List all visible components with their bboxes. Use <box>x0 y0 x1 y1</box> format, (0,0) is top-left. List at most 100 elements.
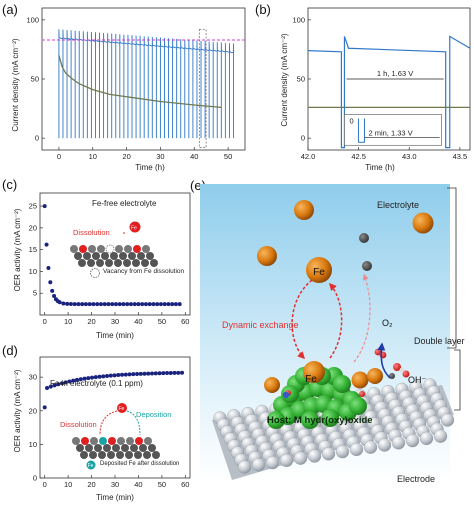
electrode-atom <box>251 458 266 472</box>
chart-d-point <box>165 371 170 376</box>
chart-b-inset-zero: 0 <box>349 117 353 126</box>
host-atom <box>267 411 285 429</box>
chart-c-point <box>125 302 130 307</box>
label-double-layer-text: Double layer <box>414 336 465 346</box>
chart-d-inset-lattice-atom <box>152 451 160 459</box>
chart-a-xtick-label: 30 <box>156 152 164 161</box>
chart-c-point <box>102 302 107 307</box>
chart-c-title: Fe-free electrolyte <box>92 199 157 208</box>
chart-c-point <box>106 302 111 307</box>
chart-a-xtick-label: 50 <box>224 152 232 161</box>
chart-a-ytick-label: 100 <box>26 15 39 24</box>
chart-c-inset-lattice-atom <box>110 252 118 260</box>
panel-a-label: (a) <box>2 2 18 17</box>
inset-d-deposited-label: Deposited Fe after dissolution <box>100 461 179 467</box>
electrode-atom <box>419 431 434 446</box>
chart-c-ylabel: OER activity (mA cm⁻²) <box>13 208 22 291</box>
chart-b-ytick-label: 50 <box>297 75 305 84</box>
ion-sphere <box>359 233 369 243</box>
chart-c-point <box>128 302 133 307</box>
chart-d-inset-lattice-atom <box>121 444 129 452</box>
chart-c-point <box>158 302 163 307</box>
chart-b-annotation-2min: 2 min, 1.33 V <box>368 128 412 137</box>
chart-c-inset-lattice-atom <box>114 259 122 267</box>
chart-d-point <box>108 373 113 378</box>
chart-d-point <box>48 384 53 389</box>
electrode-atom <box>293 451 308 465</box>
electrode-atom <box>433 429 448 443</box>
oxygen-atom <box>402 370 410 378</box>
label-double-layer: Double layer <box>414 336 465 346</box>
label-dynamic-exchange: Dynamic exchange <box>222 320 299 330</box>
chart-a-xtick-label: 20 <box>122 152 130 161</box>
panel-b-label: (b) <box>255 2 271 17</box>
chart-b-xtick-label: 42.5 <box>351 152 366 161</box>
chart-c-point <box>80 302 85 307</box>
inset-c-vacancy: Vacancy from Fe dissolution <box>103 268 185 275</box>
chart-c-ytick-label: 5 <box>33 289 37 298</box>
chart-d-point <box>150 371 155 376</box>
chart-a-xlabel: Time (h) <box>135 163 165 172</box>
chart-c-inset-fe-atom <box>105 244 115 254</box>
chart-c-point <box>50 288 55 293</box>
chart-b-xlabel: Time (h) <box>365 163 395 172</box>
chart-d-inset-lattice-atom <box>126 437 134 445</box>
chart-c-inset-lattice-atom <box>87 259 95 267</box>
chart-c-point <box>48 280 53 285</box>
oxygen-evolution-arrow <box>377 342 391 379</box>
chart-c-point <box>76 302 81 307</box>
chart-d-inset-lattice-atom <box>107 451 115 459</box>
chart-c-point <box>113 302 118 307</box>
chart-c-point <box>57 300 62 305</box>
chart-d-inset-lattice-atom <box>99 437 107 445</box>
chart-c-point <box>46 266 51 271</box>
chart-c-ytick-label: 20 <box>29 223 37 232</box>
chart-d-point <box>146 371 151 376</box>
chart-d-inset-lattice-atom <box>72 437 80 445</box>
hydroxide-atom <box>282 391 290 399</box>
chart-c-point <box>147 302 152 307</box>
chart-d-point <box>56 382 61 387</box>
chart-c-inset-lattice-atom <box>142 245 150 253</box>
chart-d-xtick-label: 30 <box>111 480 119 489</box>
chart-c-inset-fe-atom <box>79 245 87 253</box>
chart-d-point <box>153 371 158 376</box>
chart-d-point <box>78 377 83 382</box>
chart-b-ytick-label: 100 <box>292 15 305 24</box>
chart-c-inset-lattice-atom <box>101 252 109 260</box>
exchange-arrow-up <box>329 282 343 359</box>
vacancy-icon <box>90 268 100 278</box>
chart-d-inset-lattice-atom <box>148 444 156 452</box>
chart-a-series-pulses <box>58 29 235 139</box>
fe-ion <box>306 257 332 283</box>
inset-d-fe-2: Fe <box>88 463 94 469</box>
chart-c-xtick-label: 0 <box>43 317 47 326</box>
chart-d-inset-lattice-atom <box>134 451 142 459</box>
chart-d-point <box>101 374 106 379</box>
chart-c-inset-lattice-atom <box>105 259 113 267</box>
chart-b-xtick-label: 43.0 <box>402 152 417 161</box>
chart-d-point <box>123 372 128 377</box>
chart-c-inset-lattice-atom <box>132 259 140 267</box>
chart-c-inset-lattice-atom <box>141 259 149 267</box>
chart-c-point <box>42 204 47 209</box>
electrode-atom <box>377 438 392 452</box>
chart-d-point <box>63 380 68 385</box>
chart-d-ylabel: OER activity (mA cm⁻²) <box>13 369 22 452</box>
electrode-atom <box>391 436 406 450</box>
chart-c-xtick-label: 30 <box>111 317 119 326</box>
oxygen-atom <box>359 391 365 397</box>
chart-d-inset-lattice-atom <box>116 451 124 459</box>
chart-d-point <box>60 381 65 386</box>
fe-surface-atom <box>303 361 325 383</box>
fe-ion <box>412 212 434 234</box>
electrode-atom <box>279 453 294 468</box>
chart-c-point <box>83 302 88 307</box>
chart-d-point <box>142 371 147 376</box>
panel-d-label: (d) <box>2 343 18 358</box>
oh-oxygen-atom <box>393 363 401 371</box>
chart-c-point <box>155 302 160 307</box>
chart-d-xtick-label: 60 <box>181 480 189 489</box>
chart-d-xtick-label: 50 <box>158 480 166 489</box>
fe-surface-atom <box>264 377 280 393</box>
